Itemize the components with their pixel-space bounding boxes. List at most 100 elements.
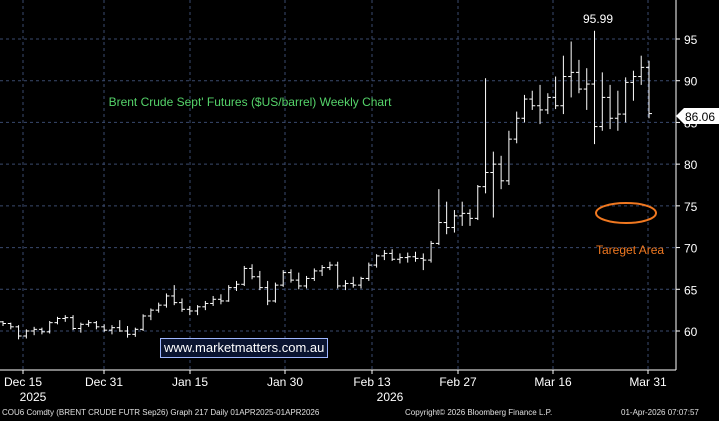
watermark-url: www.marketmatters.com.au <box>160 338 329 358</box>
ohlc-bar <box>529 90 536 110</box>
ohlc-bar <box>630 70 637 101</box>
x-tick-label: Dec 31 <box>85 375 123 389</box>
x-tick-label: Dec 15 <box>4 375 42 389</box>
ohlc-bar <box>575 59 582 94</box>
ohlc-bar <box>241 265 248 286</box>
ohlc-bar <box>179 298 186 312</box>
ohlc-bar <box>249 264 256 280</box>
ohlc-bar <box>38 327 45 335</box>
ohlc-bar <box>591 30 598 145</box>
y-tick-label: 65 <box>684 283 698 297</box>
ohlc-bar <box>202 300 209 311</box>
ohlc-bar <box>194 305 201 316</box>
ohlc-bar <box>521 94 528 123</box>
ohlc-bar <box>46 320 53 334</box>
ohlc-bar <box>350 276 357 288</box>
ohlc-bar <box>544 93 551 115</box>
ohlc-bar <box>451 210 458 233</box>
ohlc-bar <box>31 326 38 336</box>
ohlc-bar <box>272 282 279 303</box>
y-tick-label: 90 <box>684 75 698 89</box>
ohlc-bar <box>85 320 92 327</box>
ohlc-bar <box>163 293 170 308</box>
footer-bar: COU6 Comdty (BRENT CRUDE FUTR Sep26) Gra… <box>0 404 719 421</box>
ohlc-bar <box>560 55 567 115</box>
ohlc-bar <box>443 201 450 235</box>
footer-security-info: COU6 Comdty (BRENT CRUDE FUTR Sep26) Gra… <box>2 408 320 417</box>
ohlc-bar <box>147 308 154 321</box>
ohlc-bar <box>435 189 442 246</box>
footer-timestamp: 01-Apr-2026 07:07:57 <box>621 408 699 417</box>
ohlc-bar <box>155 302 162 313</box>
ohlc-bar <box>62 315 69 322</box>
ohlc-bar <box>342 280 349 291</box>
ohlc-bar <box>583 68 590 110</box>
ohlc-bar <box>101 324 108 332</box>
ohlc-bar <box>311 268 318 281</box>
ohlc-bar <box>77 322 84 333</box>
ohlc-bar <box>568 41 575 98</box>
ohlc-bar <box>646 60 652 119</box>
ohlc-bar <box>412 251 419 262</box>
ohlc-bar <box>210 295 217 306</box>
ohlc-bar <box>0 320 6 326</box>
ohlc-bar <box>280 270 287 287</box>
ohlc-bar <box>54 316 61 325</box>
x-tick-label: Feb 27 <box>439 375 477 389</box>
ohlc-bar <box>186 305 193 316</box>
ohlc-bar <box>599 72 606 131</box>
ohlc-bar <box>490 151 497 218</box>
target-area-label: Tareget Area <box>596 243 664 257</box>
x-tick-label: Mar 31 <box>629 375 667 389</box>
ohlc-bar <box>365 262 372 281</box>
ohlc-bar <box>303 275 310 289</box>
ohlc-bar <box>537 84 544 125</box>
ohlc-bar <box>256 270 263 291</box>
x-year-label: 2026 <box>377 390 404 404</box>
chart-background <box>0 0 719 404</box>
ohlc-bar <box>287 269 294 283</box>
x-tick-label: Feb 13 <box>353 375 391 389</box>
last-price-label: 86.06 <box>685 110 715 124</box>
ohlc-bar <box>233 280 240 291</box>
ohlc-bar <box>326 261 333 271</box>
chart-title: Brent Crude Sept' Futures ($US/barrel) W… <box>109 95 393 109</box>
ohlc-bar <box>132 327 139 337</box>
ohlc-bar <box>373 254 380 268</box>
ohlc-bar <box>459 201 466 226</box>
ohlc-bar <box>428 240 435 263</box>
ohlc-bar <box>513 111 520 144</box>
ohlc-bar <box>171 285 178 306</box>
y-tick-label: 80 <box>684 158 698 172</box>
ohlc-bar <box>116 320 123 332</box>
ohlc-bar <box>108 325 115 335</box>
y-tick-label: 60 <box>684 325 698 339</box>
footer-copyright: Copyright© 2026 Bloomberg Finance L.P. <box>405 408 553 417</box>
ohlc-bar <box>474 185 481 221</box>
ohlc-bar <box>140 314 147 331</box>
last-price-marker: 86.06 <box>676 108 719 124</box>
x-year-label: 2025 <box>20 390 47 404</box>
ohlc-bar <box>217 294 224 305</box>
ohlc-bar <box>638 55 645 85</box>
ohlc-bar <box>466 209 473 226</box>
ohlc-bar <box>124 325 131 338</box>
ohlc-bar <box>225 285 232 302</box>
ohlc-bar <box>15 325 22 340</box>
ohlc-bar <box>70 315 77 331</box>
ohlc-bar <box>93 320 100 330</box>
ohlc-bar <box>404 252 411 263</box>
y-tick-label: 95 <box>684 33 698 47</box>
ohlc-bar <box>498 155 505 190</box>
ohlc-bar <box>358 276 365 289</box>
ohlc-bar <box>381 250 388 261</box>
y-tick-label: 70 <box>684 242 698 256</box>
x-tick-label: Mar 16 <box>534 375 572 389</box>
ohlc-bar <box>622 77 629 123</box>
ohlc-bar <box>295 272 302 290</box>
ohlc-bar <box>264 280 271 306</box>
ohlc-bar <box>552 76 559 110</box>
ohlc-bars <box>0 30 652 340</box>
ohlc-bar <box>23 329 30 339</box>
